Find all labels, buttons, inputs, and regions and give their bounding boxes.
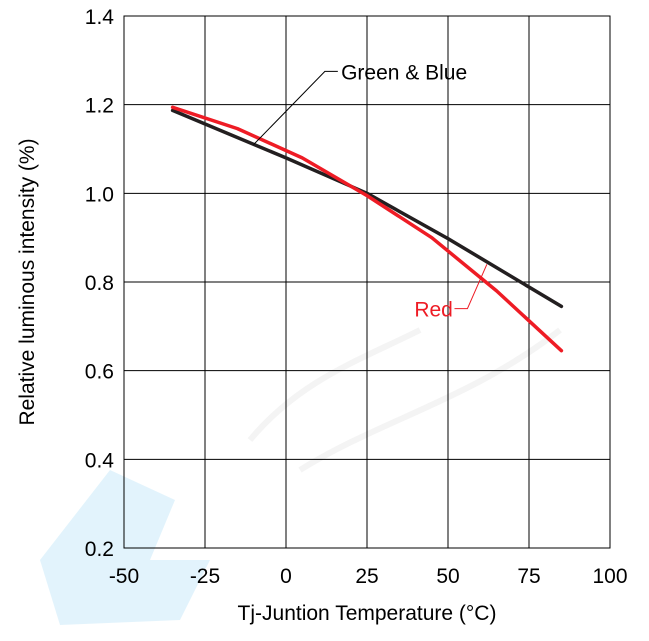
y-tick-label: 1.4 [85, 6, 115, 29]
x-tick-label: 100 [592, 565, 627, 588]
x-tick-labels: -50 -25 0 25 50 75 100 [109, 565, 628, 588]
y-axis-title: Relative luminous intensity (%) [16, 138, 39, 425]
x-tick-label: -50 [109, 565, 139, 588]
grid [123, 15, 611, 549]
series-line-red [170, 105, 564, 353]
y-tick-label: 0.4 [85, 449, 115, 472]
watermark-logo-stroke [247, 327, 562, 473]
x-tick-label: 50 [436, 565, 459, 588]
x-tick-label: -25 [190, 565, 220, 588]
y-tick-label: 0.2 [85, 538, 114, 561]
x-tick-label: 75 [517, 565, 540, 588]
x-tick-label: 25 [355, 565, 378, 588]
y-tick-label: 1.0 [85, 183, 114, 206]
y-tick-label: 0.8 [85, 272, 114, 295]
y-tick-label: 0.6 [85, 361, 114, 384]
leader-line-green-blue [253, 70, 338, 145]
annotation-green-blue: Green & Blue [341, 61, 467, 84]
y-tick-label: 1.2 [85, 95, 114, 118]
plot-frame [123, 15, 611, 549]
x-axis-title: Tj-Juntion Temperature (°C) [238, 602, 497, 625]
series-lines [170, 105, 564, 353]
y-tick-labels: 0.2 0.4 0.6 0.8 1.0 1.2 1.4 [85, 6, 115, 561]
leader-line-red [454, 264, 488, 310]
annotation-red: Red [414, 299, 453, 322]
annotations: Green & Blue Red [253, 61, 488, 322]
x-tick-label: 0 [280, 565, 292, 588]
series-line-green-blue [170, 108, 564, 309]
